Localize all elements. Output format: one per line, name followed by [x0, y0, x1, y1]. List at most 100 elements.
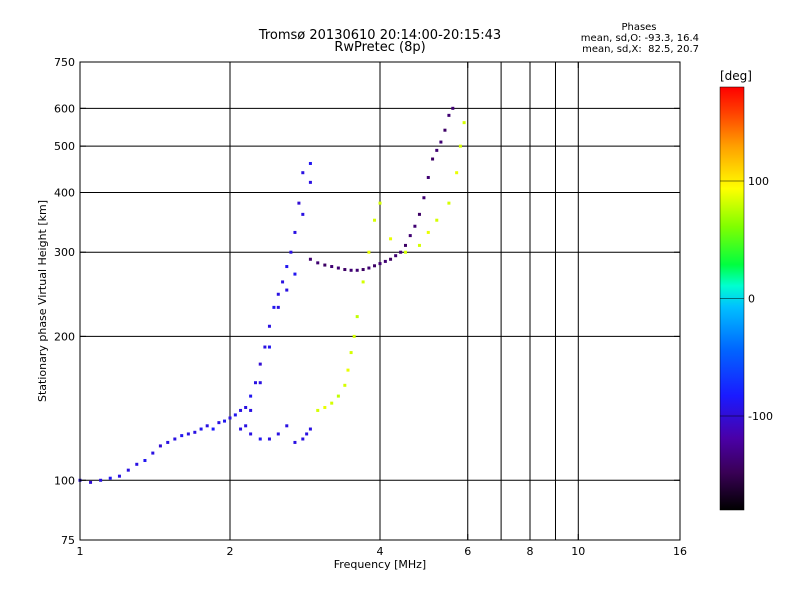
data-point — [330, 265, 334, 269]
data-point — [186, 432, 190, 436]
colorbar-tick-label: 100 — [748, 175, 769, 188]
data-points — [78, 106, 466, 484]
data-point — [462, 121, 466, 125]
x-tick-label: 16 — [673, 545, 687, 558]
data-point — [417, 212, 421, 216]
axes: 1 2 4 6 8 10 16 75 100 200 300 400 500 600 750 — [54, 56, 687, 558]
data-point — [435, 218, 439, 222]
phases-o-stats: mean, sd,O: -93.3, 16.4 — [580, 33, 699, 44]
data-point — [361, 280, 365, 284]
colorbar-tick-label: -100 — [748, 410, 773, 423]
data-point — [151, 451, 155, 455]
chart-subtitle: RwPretec (8p) — [334, 40, 426, 55]
data-point — [343, 383, 347, 387]
data-point — [293, 440, 297, 444]
data-point — [143, 458, 147, 462]
colorbar-ticks: 100 0 -100 — [720, 175, 773, 423]
data-point — [343, 268, 347, 272]
data-point — [267, 324, 271, 328]
data-point — [316, 261, 320, 265]
data-point — [336, 394, 340, 398]
chart-title: Tromsø 20130610 20:14:00-20:15:43 — [258, 28, 502, 43]
y-tick-label: 300 — [54, 246, 75, 259]
data-point — [293, 272, 297, 276]
data-point — [267, 437, 271, 441]
data-point — [199, 427, 203, 431]
data-point — [426, 175, 430, 179]
data-point — [258, 437, 262, 441]
data-point — [244, 405, 248, 409]
data-point — [330, 401, 334, 405]
data-point — [308, 161, 312, 165]
data-point — [285, 265, 289, 269]
data-point — [239, 427, 243, 431]
data-point — [367, 250, 371, 254]
data-point — [323, 405, 327, 409]
data-point — [297, 201, 301, 205]
data-point — [211, 427, 215, 431]
x-tick-label: 10 — [571, 545, 585, 558]
y-tick-label: 400 — [54, 186, 75, 199]
data-point — [352, 334, 356, 338]
y-tick-label: 75 — [61, 534, 75, 547]
data-point — [233, 413, 237, 417]
data-point — [301, 212, 305, 216]
data-point — [301, 437, 305, 441]
data-point — [308, 257, 312, 261]
data-point — [108, 476, 112, 480]
data-point — [435, 148, 439, 152]
phases-heading: Phases — [621, 22, 657, 33]
data-point — [394, 254, 398, 258]
data-point — [239, 408, 243, 412]
x-axis-label: Frequency [MHz] — [334, 558, 426, 571]
data-point — [451, 106, 455, 110]
data-point — [403, 250, 407, 254]
data-point — [166, 440, 170, 444]
data-point — [249, 408, 253, 412]
y-tick-label: 750 — [54, 56, 75, 69]
data-point — [126, 468, 130, 472]
data-point — [447, 113, 451, 117]
data-point — [399, 250, 403, 254]
data-point — [403, 243, 407, 247]
data-point — [361, 268, 365, 272]
data-point — [276, 305, 280, 309]
data-point — [173, 437, 177, 441]
data-point — [367, 266, 371, 270]
data-point — [346, 368, 350, 372]
data-point — [253, 381, 257, 385]
data-point — [285, 288, 289, 292]
colorbar-tick-label: 0 — [748, 293, 755, 306]
data-point — [249, 394, 253, 398]
data-point — [378, 201, 382, 205]
data-point — [389, 257, 393, 261]
data-point — [431, 157, 435, 161]
data-point — [267, 345, 271, 349]
data-point — [205, 424, 209, 428]
data-point — [426, 230, 430, 234]
y-tick-label: 500 — [54, 140, 75, 153]
data-point — [389, 237, 393, 241]
data-point — [301, 171, 305, 175]
data-point — [373, 264, 377, 268]
y-tick-label: 600 — [54, 102, 75, 115]
data-point — [117, 474, 121, 478]
data-point — [316, 408, 320, 412]
data-point — [355, 268, 359, 272]
data-point — [355, 315, 359, 319]
data-point — [180, 434, 184, 438]
data-point — [323, 263, 327, 267]
data-point — [223, 419, 227, 423]
data-point — [276, 292, 280, 296]
data-point — [135, 462, 139, 466]
data-point — [417, 243, 421, 247]
data-point — [349, 351, 353, 355]
data-point — [447, 201, 451, 205]
data-point — [289, 250, 293, 254]
data-point — [308, 427, 312, 431]
grid — [80, 62, 680, 540]
data-point — [285, 424, 289, 428]
data-point — [422, 196, 426, 200]
data-point — [305, 432, 309, 436]
data-point — [258, 362, 262, 366]
